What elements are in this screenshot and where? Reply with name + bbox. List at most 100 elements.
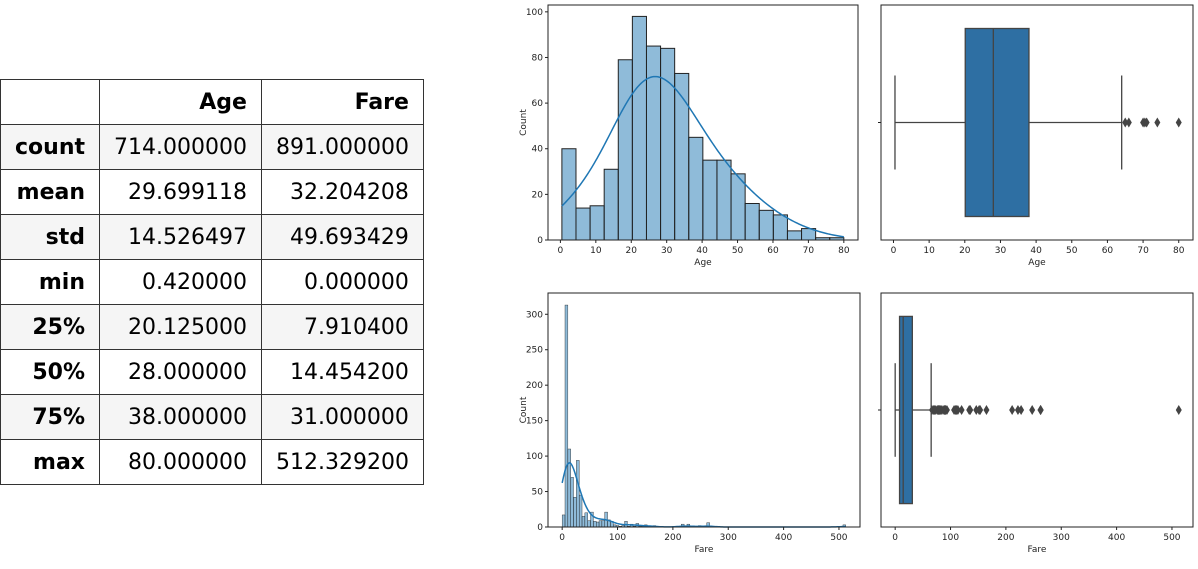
x-axis-label: Fare [695, 545, 714, 555]
histogram-bar [570, 477, 574, 528]
outlier-point [1143, 117, 1150, 128]
y-tick-label: 300 [526, 310, 543, 320]
x-tick-label: 70 [803, 246, 815, 256]
y-tick-label: 250 [526, 346, 543, 356]
table-row: max 80.000000 512.329200 [0, 439, 424, 485]
histogram-bar [786, 230, 803, 241]
kde-line [561, 75, 844, 238]
x-tick-label: 40 [1030, 246, 1042, 256]
outlier-point [1175, 117, 1182, 128]
table-row: std 14.526497 49.693429 [0, 214, 424, 260]
box-iqr [964, 27, 1030, 218]
y-tick-label: 0 [537, 523, 543, 533]
row-label: mean [0, 169, 100, 215]
cell: 0.420000 [99, 259, 262, 305]
x-tick-label: 30 [661, 246, 673, 256]
x-tick-label: 20 [626, 246, 638, 256]
cell: 38.000000 [99, 394, 262, 440]
cell: 7.910400 [260, 304, 424, 350]
x-tick-label: 50 [732, 246, 744, 256]
x-tick-label: 60 [767, 246, 779, 256]
histogram-bar [730, 173, 746, 241]
y-tick-label: 20 [532, 190, 544, 200]
outlier-point [1014, 405, 1021, 415]
cell: 14.526497 [99, 214, 262, 260]
y-tick-label: 50 [532, 488, 544, 498]
x-tick-label: 30 [995, 246, 1007, 256]
histogram-bar [576, 460, 580, 528]
histogram-bar [702, 159, 718, 241]
histogram-bar [598, 520, 603, 528]
x-tick-label: 100 [609, 533, 626, 543]
x-tick-label: 0 [891, 246, 897, 256]
outlier-point [1009, 405, 1016, 415]
histogram-bar [589, 205, 605, 241]
cell: 512.329200 [260, 439, 424, 485]
x-tick-label: 0 [559, 533, 565, 543]
row-label: 25% [0, 304, 100, 350]
x-tick-label: 300 [1053, 533, 1070, 543]
histogram-bar [660, 47, 676, 241]
x-tick-label: 500 [830, 533, 847, 543]
x-tick-label: 200 [997, 533, 1014, 543]
table-row: mean 29.699118 32.204208 [0, 169, 424, 215]
histogram-bar [578, 494, 583, 528]
cell: 14.454200 [260, 349, 424, 395]
histogram-bar [744, 202, 760, 241]
cell: 28.000000 [99, 349, 262, 395]
x-tick-label: 0 [558, 246, 564, 256]
histogram-bar [573, 497, 577, 528]
row-label: max [0, 439, 100, 485]
x-axis-label: Age [1028, 258, 1046, 268]
outlier-point [977, 405, 984, 415]
y-tick-label: 100 [526, 452, 543, 462]
x-tick-label: 300 [720, 533, 737, 543]
outlier-point [1122, 117, 1129, 128]
histogram-bar [584, 512, 588, 528]
x-tick-label: 20 [959, 246, 971, 256]
row-label: 50% [0, 349, 100, 395]
table-row: 25% 20.125000 7.910400 [0, 304, 424, 350]
histogram-bar [596, 521, 600, 528]
outlier-point [1154, 117, 1161, 128]
axes-frame [880, 292, 1194, 528]
y-tick-label: 200 [526, 381, 543, 391]
y-tick-label: 100 [526, 8, 543, 18]
y-tick-label: 150 [526, 417, 543, 427]
histogram-bar [567, 448, 571, 528]
histogram-bar [601, 520, 605, 528]
x-tick-label: 500 [1163, 533, 1180, 543]
histogram-bar [561, 148, 577, 241]
x-tick-label: 80 [1173, 246, 1185, 256]
x-tick-label: 10 [590, 246, 602, 256]
x-tick-label: 70 [1137, 246, 1149, 256]
y-tick-label: 40 [532, 145, 544, 155]
outlier-point [1125, 117, 1132, 128]
outlier-point [1029, 405, 1036, 415]
row-label: std [0, 214, 100, 260]
x-tick-label: 0 [892, 533, 898, 543]
x-tick-label: 80 [838, 246, 850, 256]
cell: 714.000000 [99, 124, 262, 170]
outlier-point [967, 405, 974, 415]
cell: 49.693429 [260, 214, 424, 260]
outlier-point [1175, 405, 1182, 415]
y-tick-label: 80 [532, 53, 544, 63]
x-tick-label: 200 [664, 533, 681, 543]
histogram-bar [772, 214, 788, 241]
histogram-bar [758, 209, 774, 241]
row-label: min [0, 259, 100, 305]
x-tick-label: 10 [923, 246, 935, 256]
histogram-bar [674, 72, 690, 241]
y-tick-label: 60 [532, 99, 544, 109]
cell: 0.000000 [260, 259, 424, 305]
histogram-bar [561, 514, 566, 528]
histogram-bar [575, 207, 591, 241]
outlier-point [1018, 405, 1025, 415]
cell: 29.699118 [99, 169, 262, 215]
cell: 891.000000 [260, 124, 424, 170]
histogram-bar [587, 520, 591, 528]
x-tick-label: 400 [1108, 533, 1125, 543]
x-tick-label: 60 [1102, 246, 1114, 256]
axes-frame [547, 4, 859, 241]
